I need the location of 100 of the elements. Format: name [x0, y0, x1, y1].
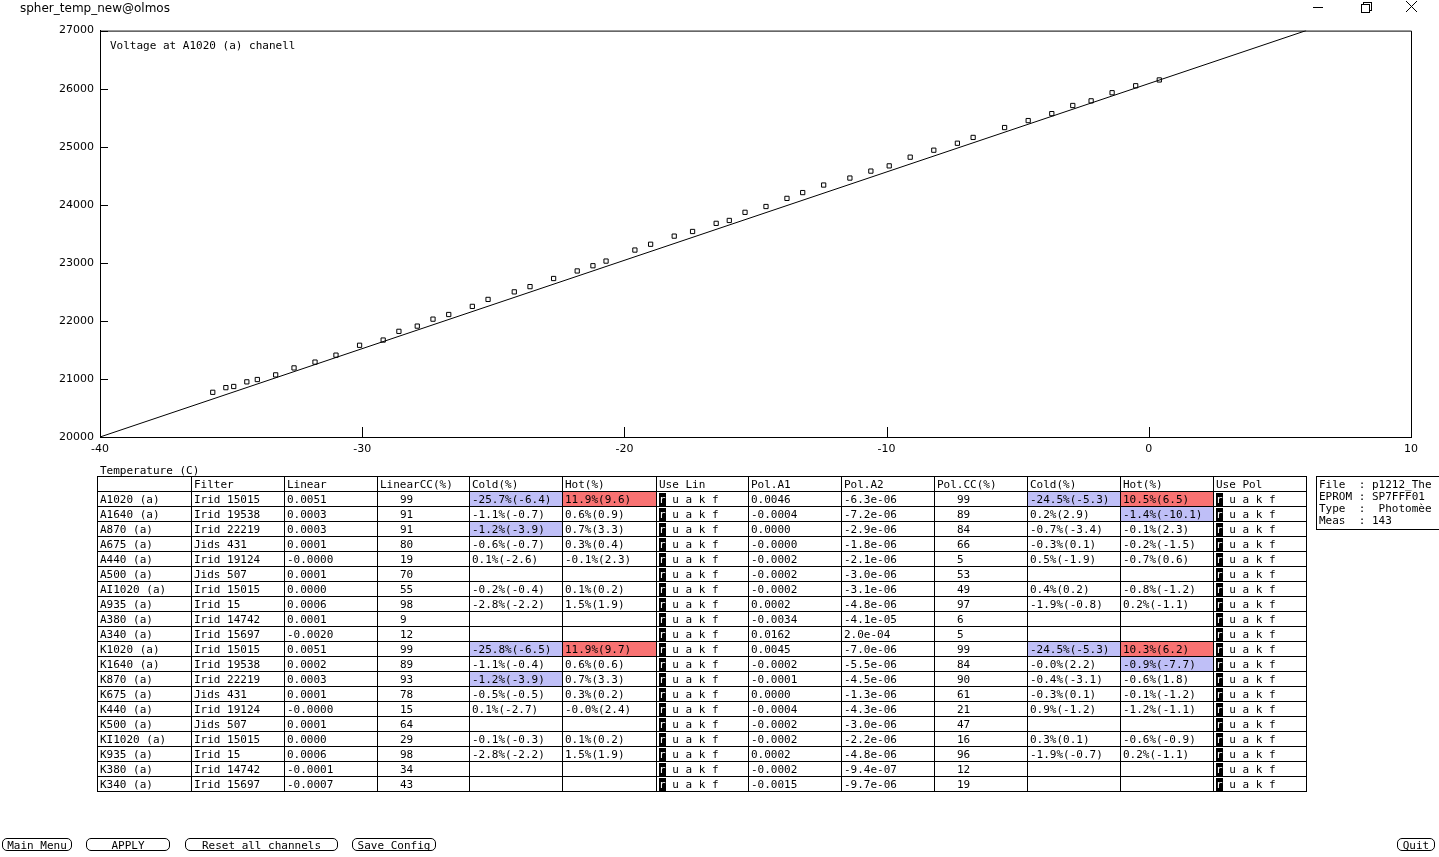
- point: [446, 311, 452, 318]
- point: [333, 352, 339, 358]
- text: -0.0000: [751, 537, 798, 551]
- text: 10.3%(6.2): [1123, 642, 1190, 656]
- text: 97: [957, 597, 971, 611]
- text: 0.0000: [287, 582, 327, 596]
- text: r u a k f: [659, 567, 719, 581]
- text: 43: [400, 777, 414, 791]
- category-label: Linear: [284, 476, 378, 492]
- text: r u a k f: [659, 732, 719, 746]
- text: Jids 507: [194, 567, 247, 581]
- text: r u a k f: [659, 642, 719, 656]
- text: 19: [400, 552, 414, 566]
- text: -0.1%(2.3): [565, 552, 632, 566]
- text: -0.1%(2.3): [1123, 522, 1190, 536]
- text: -0.1%(-0.3): [472, 732, 545, 746]
- text: -0.5%(-0.5): [472, 687, 545, 701]
- text: -4.8e-06: [844, 597, 897, 611]
- point: [671, 233, 677, 239]
- text: K675 (a): [100, 687, 153, 701]
- text: -0.8%(-1.2): [1123, 582, 1196, 596]
- text: -1.2%(-3.9): [472, 522, 545, 536]
- text: A935 (a): [100, 597, 153, 611]
- text: 21: [957, 702, 971, 716]
- text: 84: [957, 522, 971, 536]
- text: -0.0004: [751, 507, 798, 521]
- text: -0.0002: [751, 582, 798, 596]
- text: 80: [400, 537, 414, 551]
- y-tick-label: 24000: [59, 197, 94, 211]
- text: -0.3%(0.1): [1030, 537, 1097, 551]
- text: Save Config: [352, 838, 436, 852]
- text: -3.0e-06: [844, 717, 897, 731]
- category-label: Hot(%): [1120, 476, 1214, 492]
- text: 0.0045: [751, 642, 791, 656]
- text: 0.0046: [751, 492, 791, 506]
- text: 0.2%(2.9): [1030, 507, 1090, 521]
- text: Irid 15: [194, 597, 241, 611]
- text: 0.7%(3.3): [565, 672, 625, 686]
- text: r u a k f: [659, 612, 719, 626]
- text: r u a k f: [1216, 612, 1276, 626]
- text: 64: [400, 717, 414, 731]
- text: 0.0000: [751, 687, 791, 701]
- point: [273, 372, 279, 378]
- point: [931, 147, 937, 153]
- text: -2.2e-06: [844, 732, 897, 746]
- text: 90: [957, 672, 971, 686]
- text: 0.3%(0.2): [565, 687, 625, 701]
- text: r u a k f: [659, 507, 719, 521]
- text: 0.0001: [287, 567, 327, 581]
- text: -2.9e-06: [844, 522, 897, 536]
- point: [907, 154, 913, 160]
- text: 0.4%(0.2): [1030, 582, 1090, 596]
- text: -0.2%(-0.4): [472, 582, 545, 596]
- point: [485, 296, 491, 303]
- point: [210, 389, 216, 395]
- text: r u a k f: [1216, 747, 1276, 761]
- text: 84: [957, 657, 971, 671]
- text: Irid 15015: [194, 642, 261, 656]
- text: r u a k f: [659, 687, 719, 701]
- text: spher_temp_new@olmos: [20, 1, 170, 15]
- text: -0.9%(-7.7): [1123, 657, 1196, 671]
- text: 0.0162: [751, 627, 791, 641]
- text: Irid 22219: [194, 672, 261, 686]
- text: 98: [400, 597, 414, 611]
- text: -25.7%(-6.4): [472, 492, 552, 506]
- text: 53: [957, 567, 971, 581]
- text: 0.5%(-1.9): [1030, 552, 1097, 566]
- text: -0.6%(-0.7): [472, 537, 545, 551]
- text: 66: [957, 537, 971, 551]
- text: A870 (a): [100, 522, 153, 536]
- point: [868, 168, 874, 174]
- text: 5: [957, 627, 964, 641]
- point: [231, 383, 237, 390]
- point: [254, 376, 260, 383]
- text: -1.4%(-10.1): [1123, 507, 1203, 521]
- text: 0.3%(0.4): [565, 537, 625, 551]
- y-tick-label: 23000: [59, 255, 94, 269]
- text: r u a k f: [1216, 597, 1276, 611]
- text: -0.4%(-3.1): [1030, 672, 1103, 686]
- text: Irid 15697: [194, 627, 261, 641]
- text: 1.5%(1.9): [565, 747, 625, 761]
- point: [356, 342, 363, 348]
- text: r u a k f: [1216, 657, 1276, 671]
- point: [469, 303, 475, 309]
- text: File : p1212_The: [1319, 478, 1433, 491]
- text: -4.5e-06: [844, 672, 897, 686]
- text: -1.1%(-0.4): [472, 657, 545, 671]
- text: Jids 431: [194, 687, 247, 701]
- text: A1640 (a): [100, 507, 160, 521]
- text: -0.0002: [751, 762, 798, 776]
- text: K380 (a): [100, 762, 153, 776]
- text: Voltage at A1020 (a) chanell: [110, 39, 296, 53]
- text: -24.5%(-5.3): [1030, 492, 1110, 506]
- text: 99: [400, 492, 414, 506]
- text: AI1020 (a): [100, 582, 167, 596]
- category-label: Use Lin: [656, 476, 749, 492]
- text: -0.6%(-0.9): [1123, 732, 1196, 746]
- x-tick-label: 10: [1404, 442, 1418, 456]
- point: [763, 203, 769, 210]
- text: Irid 22219: [194, 522, 261, 536]
